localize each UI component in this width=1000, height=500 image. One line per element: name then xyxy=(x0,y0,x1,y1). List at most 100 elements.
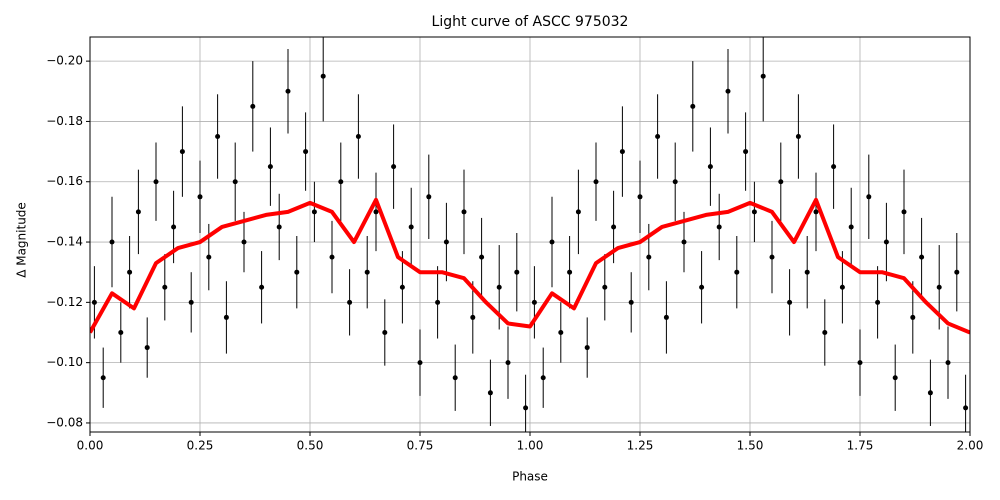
data-point xyxy=(452,375,458,381)
data-point xyxy=(936,284,942,290)
data-point xyxy=(382,329,388,335)
data-point xyxy=(153,179,159,185)
data-point xyxy=(100,375,106,381)
data-point xyxy=(593,179,599,185)
data-point xyxy=(197,194,203,200)
chart-title: Light curve of ASCC 975032 xyxy=(432,14,629,30)
data-point xyxy=(663,314,669,320)
data-point xyxy=(188,299,194,305)
data-point xyxy=(945,360,951,366)
data-point xyxy=(391,164,397,170)
data-point xyxy=(672,179,678,185)
data-point xyxy=(584,345,590,351)
data-point xyxy=(839,284,845,290)
data-point xyxy=(795,134,801,140)
data-point xyxy=(364,269,370,275)
data-point xyxy=(523,405,529,411)
data-point xyxy=(681,239,687,245)
data-point xyxy=(329,254,335,260)
data-point xyxy=(109,239,115,245)
data-point xyxy=(778,179,784,185)
y-tick-label: −0.12 xyxy=(46,295,83,309)
y-tick-label: −0.14 xyxy=(46,235,83,249)
data-point xyxy=(171,224,177,230)
data-point xyxy=(426,194,432,200)
data-point xyxy=(751,209,757,215)
data-point xyxy=(963,405,969,411)
data-point xyxy=(259,284,265,290)
data-point xyxy=(549,239,555,245)
data-point xyxy=(179,149,185,155)
data-point xyxy=(276,224,282,230)
data-point xyxy=(505,360,511,366)
data-point xyxy=(531,299,537,305)
data-point xyxy=(901,209,907,215)
data-point xyxy=(443,239,449,245)
data-point xyxy=(769,254,775,260)
data-point xyxy=(355,134,361,140)
data-point xyxy=(514,269,520,275)
data-point xyxy=(558,329,564,335)
axes-frame xyxy=(89,36,971,433)
y-tick-label: −0.20 xyxy=(46,54,83,68)
data-point xyxy=(831,164,837,170)
data-point xyxy=(866,194,872,200)
data-point xyxy=(338,179,344,185)
data-point xyxy=(223,314,229,320)
data-point xyxy=(919,254,925,260)
x-tick-label: 1.75 xyxy=(847,439,874,453)
data-point xyxy=(479,254,485,260)
data-point xyxy=(954,269,960,275)
x-tick-label: 0.25 xyxy=(187,439,214,453)
data-point xyxy=(927,390,933,396)
data-point xyxy=(743,149,749,155)
y-axis-label: Δ Magnitude xyxy=(15,202,29,278)
model-line xyxy=(90,197,970,335)
data-point xyxy=(567,269,573,275)
data-point xyxy=(883,239,889,245)
data-point xyxy=(320,73,326,79)
y-tick-label: −0.10 xyxy=(46,355,83,369)
data-point xyxy=(162,284,168,290)
data-point xyxy=(241,239,247,245)
data-point xyxy=(487,390,493,396)
data-point xyxy=(646,254,652,260)
data-point xyxy=(848,224,854,230)
data-point xyxy=(294,269,300,275)
x-axis-label: Phase xyxy=(512,470,548,484)
data-point xyxy=(461,209,467,215)
grid xyxy=(89,37,971,432)
data-point xyxy=(399,284,405,290)
data-point xyxy=(822,329,828,335)
x-tick-label: 0.00 xyxy=(77,439,104,453)
data-point xyxy=(699,284,705,290)
data-point xyxy=(267,164,273,170)
data-point xyxy=(787,299,793,305)
data-point xyxy=(347,299,353,305)
data-point xyxy=(435,299,441,305)
data-point xyxy=(875,299,881,305)
x-tick-label: 0.50 xyxy=(297,439,324,453)
y-tick-label: −0.18 xyxy=(46,114,83,128)
data-point xyxy=(215,134,221,140)
x-tick-label: 2.00 xyxy=(957,439,984,453)
plot-area xyxy=(90,37,970,432)
data-point xyxy=(311,209,317,215)
data-point xyxy=(144,345,150,351)
data-point xyxy=(619,149,625,155)
y-tick-label: −0.08 xyxy=(46,415,83,429)
data-point xyxy=(118,329,124,335)
data-point xyxy=(206,254,212,260)
data-point xyxy=(690,103,696,109)
data-point xyxy=(760,73,766,79)
x-tick-label: 0.75 xyxy=(407,439,434,453)
y-tick-label: −0.16 xyxy=(46,174,83,188)
data-point xyxy=(804,269,810,275)
data-point xyxy=(285,88,291,94)
data-point xyxy=(707,164,713,170)
data-point xyxy=(408,224,414,230)
data-point xyxy=(250,103,256,109)
x-tick-label: 1.50 xyxy=(737,439,764,453)
data-point xyxy=(303,149,309,155)
